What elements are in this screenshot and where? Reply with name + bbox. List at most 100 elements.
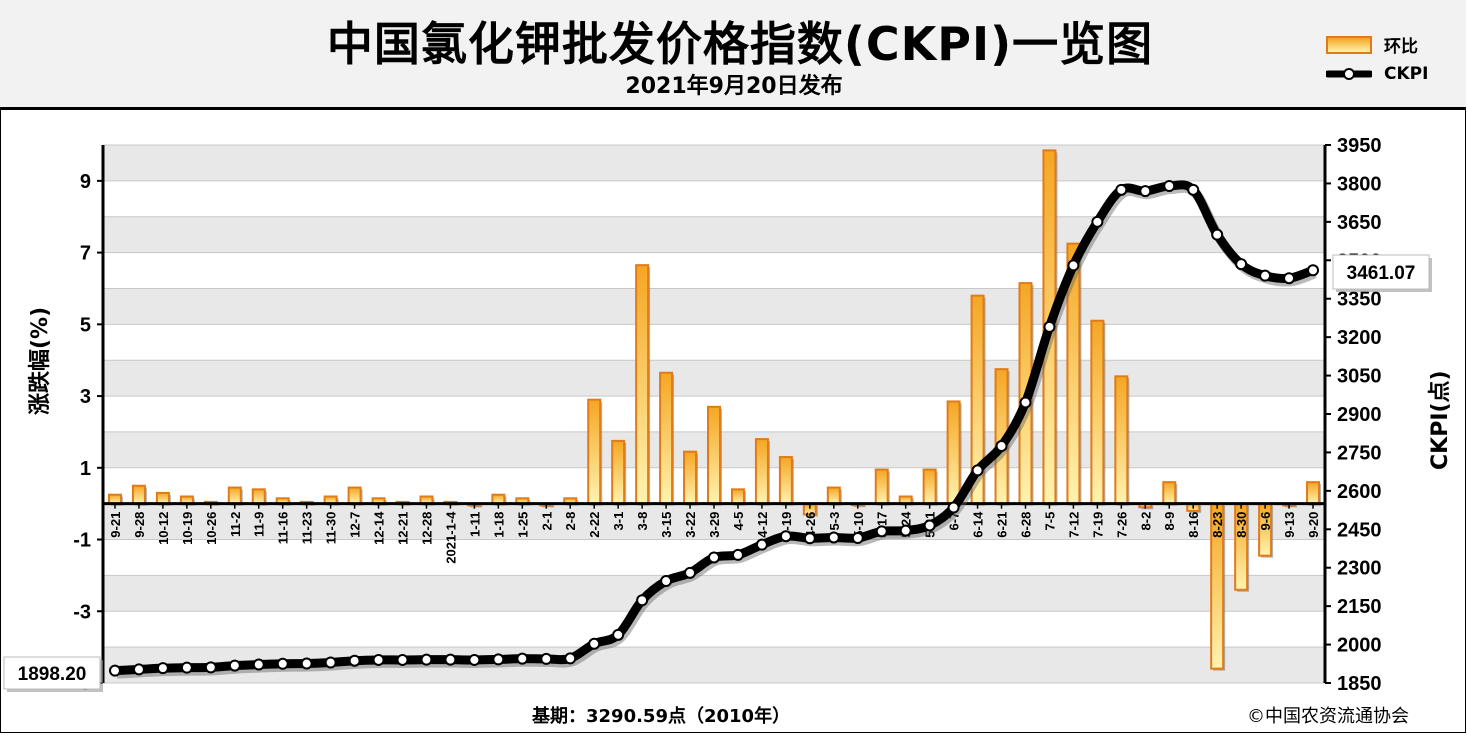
ckpi-point-1-25 <box>516 652 529 665</box>
legend-bar-swatch <box>1326 35 1372 54</box>
x-tick-label-2-8: 2-8 <box>563 512 578 531</box>
ckpi-point-12-28 <box>420 653 433 666</box>
x-tick-label-3-1: 3-1 <box>611 512 626 531</box>
ckpi-point-2021-1-4 <box>444 653 457 666</box>
ckpi-point-5-3 <box>827 531 840 544</box>
right-tick-label: 3350 <box>1337 289 1382 311</box>
x-tick-label-5-3: 5-3 <box>827 512 842 531</box>
copyright-note: ©中国农资流通协会 <box>1247 706 1409 727</box>
ckpi-point-6-21 <box>995 440 1008 453</box>
x-tick-label-12-14: 12-14 <box>372 511 387 545</box>
x-tick-label-8-9: 8-9 <box>1162 512 1177 531</box>
right-tick-label: 2450 <box>1337 519 1382 541</box>
bar-4-12 <box>754 438 769 505</box>
legend-item-bars: 环比 <box>1326 32 1418 57</box>
bar-10-12 <box>155 491 170 505</box>
ckpi-point-3-22 <box>684 566 697 579</box>
value-callouts: 1898.20 3461.07 <box>3 254 1432 692</box>
bar-6-7 <box>946 400 961 505</box>
ckpi-point-10-26 <box>204 661 217 674</box>
bar-shadow <box>542 505 555 508</box>
first-value-label: 1898.20 <box>18 664 87 685</box>
x-tick-label-9-20: 9-20 <box>1306 512 1321 538</box>
ckpi-point-10-19 <box>180 661 193 674</box>
right-tick-label: 2300 <box>1337 558 1382 580</box>
bar-11-9 <box>251 488 266 505</box>
legend-bar-label: 环比 <box>1384 37 1418 57</box>
ckpi-point-8-2 <box>1139 185 1152 198</box>
ckpi-point-8-9 <box>1163 179 1176 192</box>
right-tick-label: 3200 <box>1337 327 1382 349</box>
right-tick-label: 2600 <box>1337 481 1382 503</box>
right-tick-label: 3800 <box>1337 173 1382 195</box>
x-tick-label-3-22: 3-22 <box>683 512 698 538</box>
ckpi-point-7-19 <box>1091 215 1104 228</box>
ckpi-point-3-15 <box>660 575 673 588</box>
line-series <box>108 179 1320 679</box>
x-tick-label-9-28: 9-28 <box>132 512 147 538</box>
bar-7-19 <box>1090 319 1105 505</box>
bar-5-31 <box>922 468 937 505</box>
x-tick-label-4-12: 4-12 <box>755 512 770 538</box>
ckpi-point-5-31 <box>923 519 936 532</box>
bar-3-8 <box>635 264 650 505</box>
last-value-label: 3461.07 <box>1347 263 1416 284</box>
bar-3-1 <box>611 439 626 505</box>
ckpi-point-9-20 <box>1307 264 1320 277</box>
x-tick-label-9-21: 9-21 <box>108 512 123 538</box>
bar-4-19 <box>778 456 793 505</box>
ckpi-point-5-10 <box>851 531 864 544</box>
right-tick-label: 3050 <box>1337 366 1382 388</box>
x-tick-label-6-28: 6-28 <box>1018 512 1033 538</box>
ckpi-point-3-8 <box>636 594 649 607</box>
ckpi-point-4-26 <box>803 532 816 545</box>
x-tick-label-11-2: 11-2 <box>228 512 243 537</box>
x-tick-label-7-5: 7-5 <box>1042 512 1057 531</box>
left-tick-label: -1 <box>73 530 91 552</box>
ckpi-point-10-12 <box>156 662 169 675</box>
bar-shadow <box>853 505 866 508</box>
ckpi-point-2-22 <box>588 637 601 650</box>
x-tick-label-3-8: 3-8 <box>635 512 650 531</box>
left-tick-label: 7 <box>80 243 91 265</box>
ckpi-point-6-7 <box>947 501 960 514</box>
x-tick-label-1-25: 1-25 <box>515 512 530 538</box>
ckpi-point-4-19 <box>779 530 792 543</box>
x-tick-label-10-26: 10-26 <box>204 512 219 545</box>
right-tick-label: 2900 <box>1337 404 1382 426</box>
x-tick-label-9-13: 9-13 <box>1282 512 1297 538</box>
left-tick-label: 5 <box>80 314 91 336</box>
x-tick-label-4-26: 4-26 <box>803 512 818 538</box>
x-tick-label-8-2: 8-2 <box>1138 512 1153 531</box>
bar-4-5 <box>730 488 745 505</box>
x-tick-label-11-23: 11-23 <box>300 512 315 545</box>
bar-12-7 <box>347 486 362 505</box>
x-tick-label-7-12: 7-12 <box>1066 512 1081 538</box>
grid-band <box>103 575 1325 612</box>
grid-band <box>103 503 1325 540</box>
grid-band <box>103 145 1325 181</box>
last-value-label-box <box>1332 254 1430 290</box>
bar-3-29 <box>707 405 721 505</box>
x-tick-label-6-14: 6-14 <box>971 511 986 538</box>
ckpi-point-9-13 <box>1283 272 1296 285</box>
x-tick-label-1-18: 1-18 <box>491 512 506 538</box>
left-tick-label: 3 <box>80 386 91 408</box>
ckpi-point-11-23 <box>300 657 313 670</box>
x-tick-label-8-23: 8-23 <box>1210 512 1225 538</box>
x-tick-label-10-19: 10-19 <box>180 512 195 545</box>
chart-title: 中国氯化钾批发价格指数(CKPI)一览图 <box>326 17 1154 71</box>
grid-band <box>103 216 1325 253</box>
ckpi-point-11-16 <box>276 657 289 670</box>
ckpi-point-4-12 <box>755 538 768 551</box>
ckpi-point-7-5 <box>1043 320 1056 333</box>
bar-3-15 <box>659 371 674 505</box>
ckpi-point-1-11 <box>468 653 481 666</box>
ckpi-point-11-9 <box>252 658 265 671</box>
ckpi-point-9-6 <box>1259 269 1272 282</box>
x-tick-label-2-1: 2-1 <box>539 512 554 531</box>
bar-2-22 <box>587 398 602 505</box>
ckpi-point-11-2 <box>228 659 241 672</box>
ckpi-point-3-29 <box>708 551 720 564</box>
